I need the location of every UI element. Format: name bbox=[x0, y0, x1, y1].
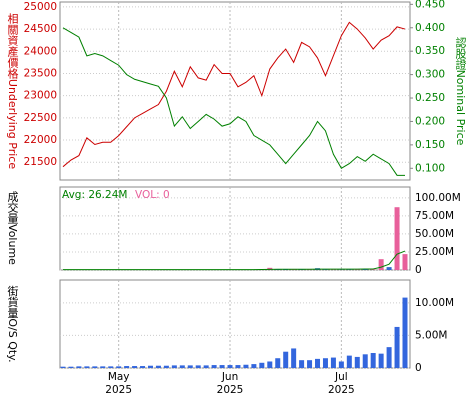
bar bbox=[370, 269, 376, 270]
bar bbox=[394, 207, 400, 270]
bar bbox=[267, 361, 273, 368]
bar bbox=[147, 365, 153, 368]
y2-tick-label: 0.200 bbox=[415, 115, 445, 127]
bar bbox=[386, 347, 392, 368]
y-tick-label: 5.00M bbox=[415, 329, 447, 341]
bar bbox=[315, 358, 321, 368]
bar bbox=[378, 259, 384, 270]
y-tick-label: 100.00M bbox=[415, 192, 461, 204]
bar bbox=[307, 360, 313, 368]
bar bbox=[243, 364, 249, 368]
annotation: VOL: 0 bbox=[135, 189, 170, 201]
y2-axis-label: 認股證Nominal Price bbox=[454, 35, 467, 145]
bar bbox=[322, 358, 328, 368]
bar bbox=[211, 365, 217, 368]
bar bbox=[155, 365, 161, 368]
bar bbox=[163, 365, 169, 368]
y-tick-label: 75.00M bbox=[415, 210, 454, 222]
bar bbox=[235, 365, 241, 368]
y2-tick-label: 0.300 bbox=[415, 69, 445, 81]
y2-tick-label: 0.450 bbox=[415, 0, 445, 10]
bar bbox=[362, 354, 368, 368]
bar bbox=[219, 365, 225, 368]
y-tick-label: 22500 bbox=[24, 112, 57, 124]
bar bbox=[402, 254, 408, 270]
y-axis-label: 成交量Volume bbox=[6, 191, 19, 265]
bar bbox=[378, 353, 384, 368]
bar bbox=[132, 366, 138, 368]
x-tick-label: May 2025 bbox=[105, 371, 132, 396]
price-line bbox=[62, 21, 406, 168]
bar bbox=[195, 365, 201, 368]
y-tick-label: 21500 bbox=[24, 156, 57, 168]
y2-tick-label: 0.350 bbox=[415, 45, 445, 57]
bar bbox=[346, 355, 352, 368]
bar bbox=[187, 365, 193, 368]
bar bbox=[362, 269, 368, 270]
y-tick-label: 0 bbox=[415, 362, 422, 374]
y-tick-label: 25000 bbox=[24, 1, 57, 13]
annotation: Avg: 26.24M bbox=[62, 189, 127, 201]
bar bbox=[84, 366, 90, 368]
bar bbox=[251, 364, 257, 368]
bar bbox=[338, 361, 344, 368]
y-tick-label: 24500 bbox=[24, 23, 57, 35]
bar bbox=[171, 365, 177, 368]
bar bbox=[60, 366, 66, 368]
bar bbox=[275, 358, 281, 368]
bar bbox=[259, 362, 265, 368]
bar bbox=[68, 366, 74, 368]
bar bbox=[330, 357, 336, 368]
bar bbox=[386, 267, 392, 270]
bar bbox=[108, 366, 114, 368]
y2-tick-label: 0.100 bbox=[415, 162, 445, 174]
bar bbox=[299, 360, 305, 368]
y-tick-label: 25.00M bbox=[415, 246, 454, 258]
bar bbox=[370, 353, 376, 368]
y-tick-label: 23000 bbox=[24, 90, 57, 102]
y-tick-label: 10.00M bbox=[415, 297, 454, 309]
x-tick-label: Jun 2025 bbox=[217, 371, 244, 396]
bar bbox=[124, 366, 130, 368]
bar bbox=[140, 366, 146, 368]
y-tick-label: 23500 bbox=[24, 67, 57, 79]
x-tick-label: Jul 2025 bbox=[328, 371, 355, 396]
bar bbox=[92, 366, 98, 368]
y-tick-label: 50.00M bbox=[415, 228, 454, 240]
y-axis-label: 街貨量O/S Qty. bbox=[6, 284, 19, 363]
average-line bbox=[63, 250, 406, 271]
price-line bbox=[62, 27, 405, 176]
bar bbox=[203, 365, 209, 368]
y2-tick-label: 0.250 bbox=[415, 92, 445, 104]
bar bbox=[402, 297, 408, 368]
y-tick-label: 0 bbox=[415, 264, 422, 276]
y-axis-label: 相關資產價格Underlying Price bbox=[6, 13, 19, 170]
plot-frame bbox=[59, 279, 411, 369]
bar bbox=[116, 366, 122, 368]
bar bbox=[394, 326, 400, 368]
y-tick-label: 24000 bbox=[24, 45, 57, 57]
bar bbox=[100, 366, 106, 368]
bar bbox=[179, 365, 185, 368]
bar bbox=[291, 348, 297, 368]
bar bbox=[354, 356, 360, 368]
bar bbox=[76, 366, 82, 368]
y2-tick-label: 0.400 bbox=[415, 22, 445, 34]
y2-tick-label: 0.150 bbox=[415, 139, 445, 151]
bar bbox=[283, 351, 289, 368]
y-tick-label: 22000 bbox=[24, 134, 57, 146]
bar bbox=[227, 365, 233, 368]
